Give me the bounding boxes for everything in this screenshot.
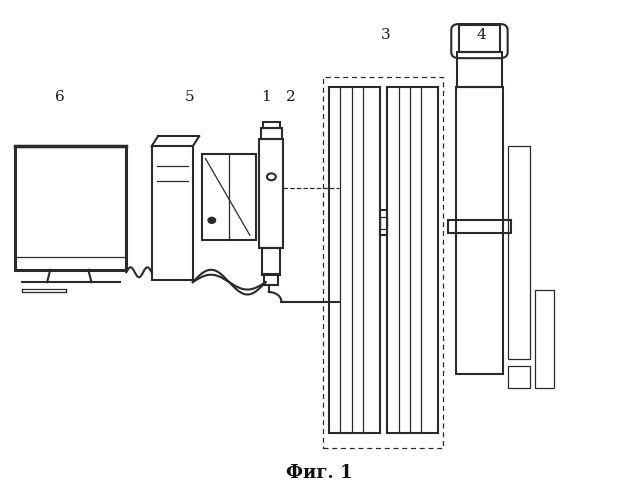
Bar [507,146,530,359]
Bar [448,220,511,232]
Text: Фиг. 1: Фиг. 1 [286,464,353,481]
Bar [459,25,500,52]
Bar [329,87,380,433]
Bar [535,290,554,388]
Bar [457,52,502,87]
Text: 6: 6 [55,90,65,104]
Bar [456,87,503,374]
Bar [263,248,281,274]
Text: 5: 5 [185,90,194,104]
Bar [261,128,282,138]
Bar [15,146,127,270]
Bar [323,77,443,448]
Text: 1: 1 [261,90,270,104]
Bar [259,138,283,248]
Bar [203,154,256,240]
Text: 3: 3 [381,28,391,42]
Bar [507,366,530,388]
Bar [380,217,387,228]
Circle shape [208,218,215,224]
Bar [380,210,387,235]
Text: 2: 2 [286,90,296,104]
Text: 4: 4 [476,28,486,42]
Bar [265,274,279,284]
Bar [387,87,438,433]
Bar [263,122,280,128]
Bar [151,146,193,280]
